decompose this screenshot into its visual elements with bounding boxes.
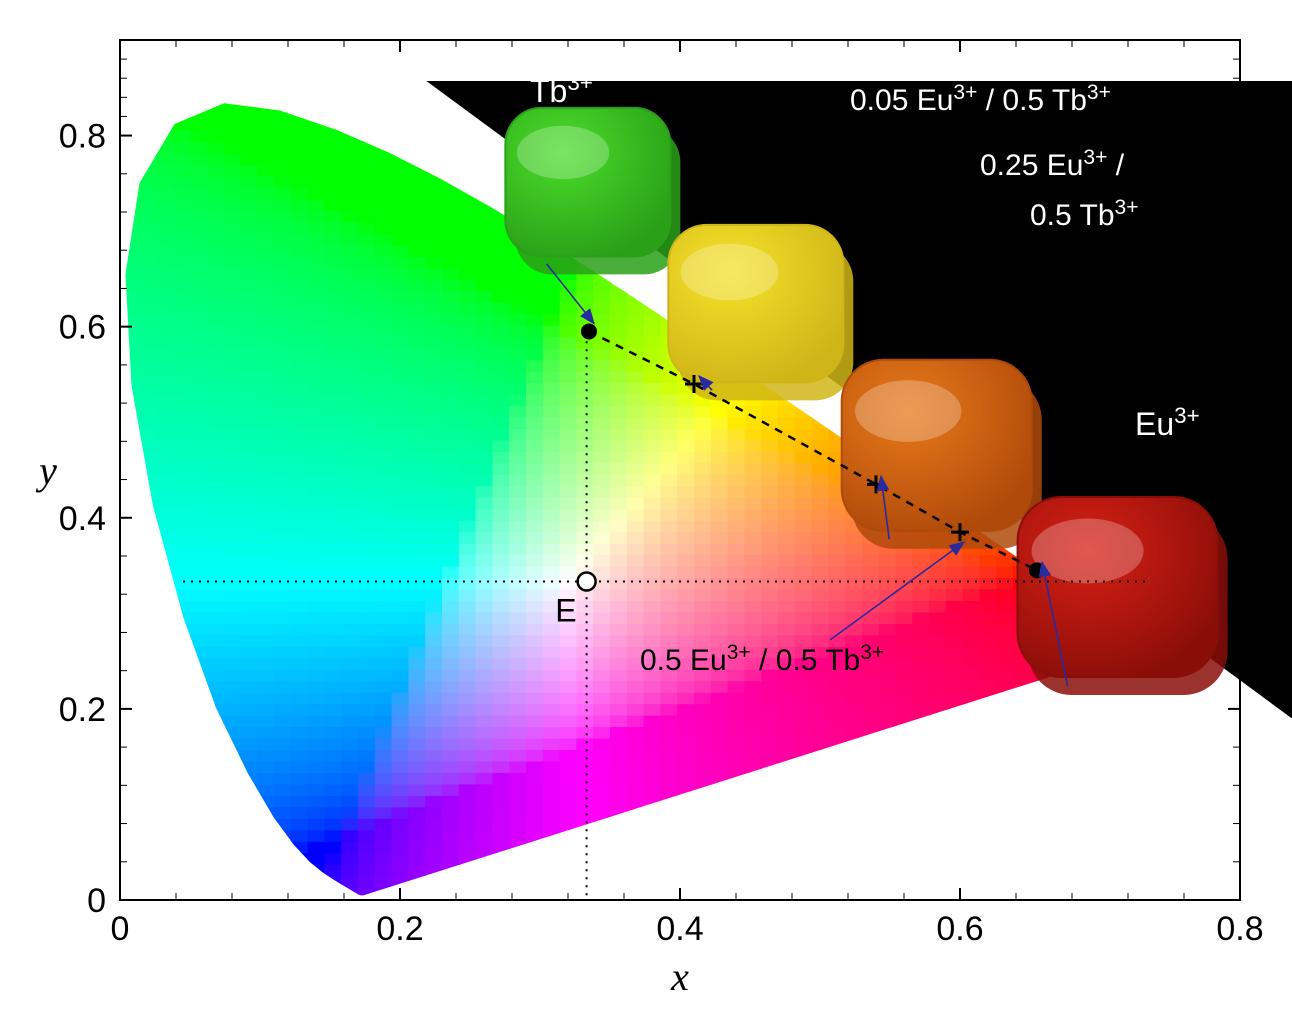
- white-point-marker: [578, 573, 596, 591]
- tb-marker: [581, 323, 597, 339]
- chart-svg: 00.20.40.60.800.20.40.60.8xyETb3+0.05 Eu…: [0, 0, 1292, 1012]
- cie-chromaticity-figure: 00.20.40.60.800.20.40.60.8xyETb3+0.05 Eu…: [0, 0, 1292, 1012]
- sample-cube: [668, 225, 853, 401]
- xtick-label: 0.8: [1216, 910, 1263, 948]
- xtick-label: 0: [111, 910, 130, 948]
- white-point-label: E: [555, 593, 576, 629]
- ytick-label: 0.4: [59, 500, 106, 538]
- x-axis-label: x: [670, 954, 689, 999]
- sample-cube: [842, 360, 1042, 549]
- ytick-label: 0.6: [59, 309, 106, 347]
- annotation-mix1a: 0.05 Eu3+ / 0.5 Tb3+: [850, 81, 1111, 118]
- sample-cube: [505, 108, 680, 275]
- xtick-label: 0.4: [656, 910, 703, 948]
- annotation-mix3: 0.5 Eu3+ / 0.5 Tb3+: [640, 641, 884, 678]
- ytick-label: 0.2: [59, 691, 106, 729]
- xtick-label: 0.6: [936, 910, 983, 948]
- ytick-label: 0.8: [59, 118, 106, 156]
- xtick-label: 0.2: [376, 910, 423, 948]
- ytick-label: 0: [87, 882, 106, 920]
- y-axis-label: y: [35, 448, 57, 493]
